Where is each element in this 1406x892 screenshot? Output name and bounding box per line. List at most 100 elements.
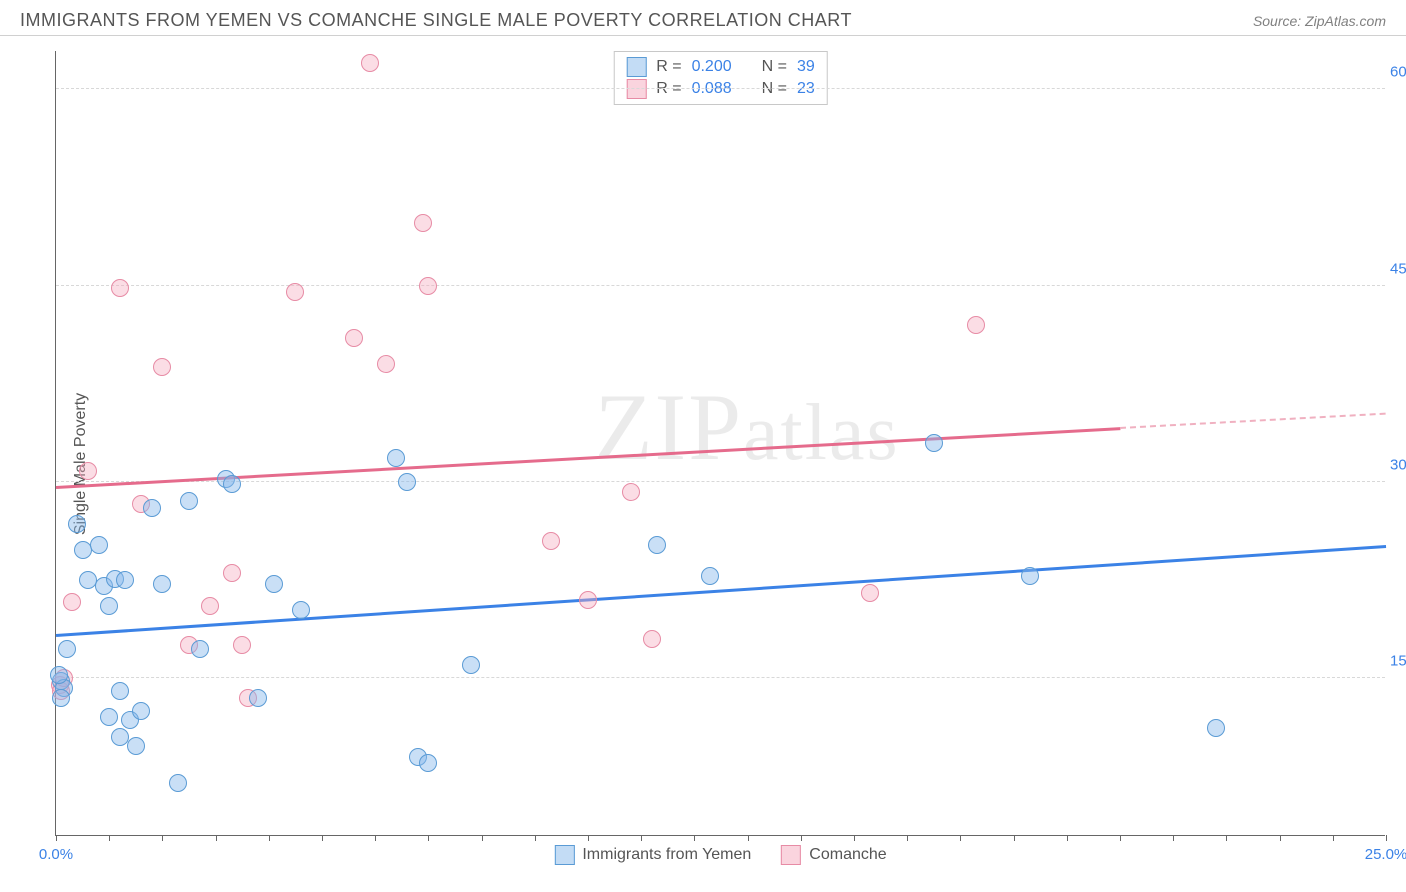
scatter-point-blue <box>191 640 209 658</box>
xtick <box>535 835 536 841</box>
scatter-point-blue <box>387 449 405 467</box>
xtick-label: 25.0% <box>1365 846 1406 863</box>
scatter-point-pink <box>622 483 640 501</box>
xtick <box>588 835 589 841</box>
watermark: ZIPatlas <box>595 372 900 482</box>
scatter-point-pink <box>201 597 219 615</box>
plot-area: ZIPatlas R = 0.200 N = 39 R = 0.088 N = … <box>55 51 1385 836</box>
scatter-point-blue <box>68 515 86 533</box>
scatter-point-blue <box>169 774 187 792</box>
scatter-point-blue <box>50 666 68 684</box>
scatter-point-blue <box>925 434 943 452</box>
scatter-point-blue <box>1207 719 1225 737</box>
scatter-point-pink <box>361 54 379 72</box>
series-legend: Immigrants from Yemen Comanche <box>554 845 886 865</box>
xtick <box>375 835 376 841</box>
scatter-point-blue <box>265 575 283 593</box>
xtick <box>854 835 855 841</box>
scatter-point-pink <box>345 329 363 347</box>
ytick-label: 30.0% <box>1390 456 1406 473</box>
scatter-point-blue <box>116 571 134 589</box>
chart-header: IMMIGRANTS FROM YEMEN VS COMANCHE SINGLE… <box>0 0 1406 36</box>
scatter-point-blue <box>132 702 150 720</box>
scatter-point-blue <box>143 499 161 517</box>
trendline-blue <box>56 545 1386 636</box>
xtick <box>907 835 908 841</box>
xtick <box>482 835 483 841</box>
scatter-point-pink <box>967 316 985 334</box>
scatter-point-pink <box>419 277 437 295</box>
scatter-point-pink <box>414 214 432 232</box>
xtick <box>694 835 695 841</box>
trendline-pink <box>56 427 1120 488</box>
xtick <box>428 835 429 841</box>
scatter-point-pink <box>79 462 97 480</box>
scatter-point-blue <box>127 737 145 755</box>
scatter-point-pink <box>111 279 129 297</box>
scatter-point-pink <box>542 532 560 550</box>
scatter-point-blue <box>462 656 480 674</box>
scatter-point-pink <box>861 584 879 602</box>
xtick <box>1067 835 1068 841</box>
scatter-point-pink <box>643 630 661 648</box>
scatter-point-blue <box>648 536 666 554</box>
scatter-point-pink <box>286 283 304 301</box>
scatter-point-blue <box>1021 567 1039 585</box>
gridline <box>56 677 1385 678</box>
scatter-point-blue <box>292 601 310 619</box>
xtick <box>216 835 217 841</box>
chart-area: Single Male Poverty ZIPatlas R = 0.200 N… <box>0 36 1406 891</box>
scatter-point-blue <box>398 473 416 491</box>
xtick <box>748 835 749 841</box>
xtick <box>1120 835 1121 841</box>
scatter-point-pink <box>223 564 241 582</box>
scatter-point-pink <box>153 358 171 376</box>
xtick <box>162 835 163 841</box>
scatter-point-blue <box>100 708 118 726</box>
ytick-label: 60.0% <box>1390 64 1406 81</box>
scatter-point-pink <box>233 636 251 654</box>
source-attribution: Source: ZipAtlas.com <box>1253 13 1386 29</box>
scatter-point-blue <box>58 640 76 658</box>
stats-legend: R = 0.200 N = 39 R = 0.088 N = 23 <box>613 51 828 105</box>
xtick-label: 0.0% <box>39 846 73 863</box>
xtick <box>1386 835 1387 841</box>
ytick-label: 45.0% <box>1390 260 1406 277</box>
scatter-point-blue <box>100 597 118 615</box>
legend-item-blue: Immigrants from Yemen <box>554 845 751 865</box>
gridline <box>56 88 1385 89</box>
xtick <box>960 835 961 841</box>
ytick-label: 15.0% <box>1390 653 1406 670</box>
swatch-blue-icon <box>626 57 646 77</box>
scatter-point-blue <box>153 575 171 593</box>
xtick <box>269 835 270 841</box>
scatter-point-blue <box>701 567 719 585</box>
xtick <box>641 835 642 841</box>
xtick <box>1280 835 1281 841</box>
xtick <box>1173 835 1174 841</box>
legend-item-pink: Comanche <box>781 845 886 865</box>
xtick <box>322 835 323 841</box>
xtick <box>1226 835 1227 841</box>
scatter-point-blue <box>223 475 241 493</box>
scatter-point-pink <box>63 593 81 611</box>
xtick <box>1333 835 1334 841</box>
scatter-point-blue <box>52 689 70 707</box>
xtick <box>1014 835 1015 841</box>
xtick <box>56 835 57 841</box>
chart-title: IMMIGRANTS FROM YEMEN VS COMANCHE SINGLE… <box>20 10 852 31</box>
scatter-point-blue <box>90 536 108 554</box>
scatter-point-blue <box>249 689 267 707</box>
scatter-point-pink <box>579 591 597 609</box>
xtick <box>109 835 110 841</box>
stats-row-blue: R = 0.200 N = 39 <box>626 56 815 78</box>
swatch-blue-icon <box>554 845 574 865</box>
xtick <box>801 835 802 841</box>
gridline <box>56 481 1385 482</box>
trendline-pink-dashed <box>1120 413 1386 429</box>
scatter-point-pink <box>377 355 395 373</box>
scatter-point-blue <box>419 754 437 772</box>
swatch-pink-icon <box>781 845 801 865</box>
scatter-point-blue <box>180 492 198 510</box>
scatter-point-blue <box>111 682 129 700</box>
